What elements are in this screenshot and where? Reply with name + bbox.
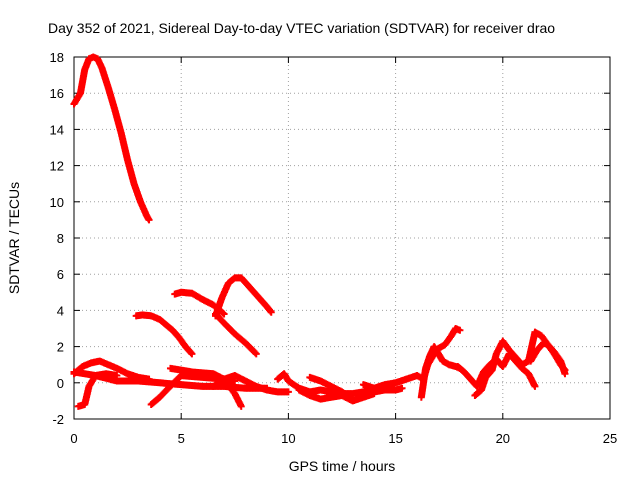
y-tick-label: 8 [57, 231, 64, 246]
data-point [398, 384, 406, 392]
data-point [531, 382, 539, 390]
y-tick-label: 16 [50, 86, 64, 101]
x-tick-label: 15 [388, 431, 402, 446]
data-point [349, 395, 357, 403]
y-axis-label: SDTVAR / TECUs [6, 182, 22, 294]
data-point [284, 388, 292, 396]
x-axis-label: GPS time / hours [289, 458, 396, 474]
data-point [456, 326, 464, 334]
series-arc-3 [171, 288, 228, 318]
data-points [70, 53, 569, 410]
x-tick-label: 20 [496, 431, 510, 446]
series-arc-2 [132, 311, 196, 358]
data-point [237, 402, 245, 410]
data-point [561, 366, 569, 374]
series-arc-1 [70, 53, 153, 224]
series-arc-17 [454, 350, 539, 390]
y-tick-label: 10 [50, 195, 64, 210]
y-tick-label: 6 [57, 267, 64, 282]
y-tick-label: 2 [57, 340, 64, 355]
data-point [219, 309, 227, 317]
x-tick-label: 5 [178, 431, 185, 446]
series-arc-19 [527, 339, 569, 374]
series-arc-5 [212, 310, 260, 358]
data-point [145, 216, 153, 224]
y-tick-label: 4 [57, 303, 64, 318]
series-arc-11 [209, 372, 292, 396]
data-point [251, 349, 259, 357]
series-arc-18 [471, 328, 569, 399]
y-tick-label: -2 [52, 412, 64, 427]
x-tick-label: 0 [70, 431, 77, 446]
data-point [220, 310, 228, 318]
y-tick-label: 14 [50, 122, 64, 137]
series-arc-10 [166, 364, 245, 410]
x-tick-label: 10 [281, 431, 295, 446]
gridlines [74, 57, 610, 419]
data-point [188, 350, 196, 358]
series-arc-15 [359, 325, 464, 392]
axis-ticks: 0 5 10 15 20 25 -2 0 2 4 6 8 10 12 14 16 18 [50, 50, 618, 446]
chart-title: Day 352 of 2021, Sidereal Day-to-day VTE… [48, 20, 555, 36]
series-arc-13 [295, 386, 378, 405]
data-point [252, 350, 260, 358]
y-tick-label: 18 [50, 50, 64, 65]
data-point [267, 308, 275, 316]
series-arc-14 [306, 373, 357, 403]
y-tick-label: 12 [50, 159, 64, 174]
x-tick-label: 25 [603, 431, 617, 446]
y-tick-label: 0 [57, 376, 64, 391]
series-arc-16 [417, 343, 464, 401]
